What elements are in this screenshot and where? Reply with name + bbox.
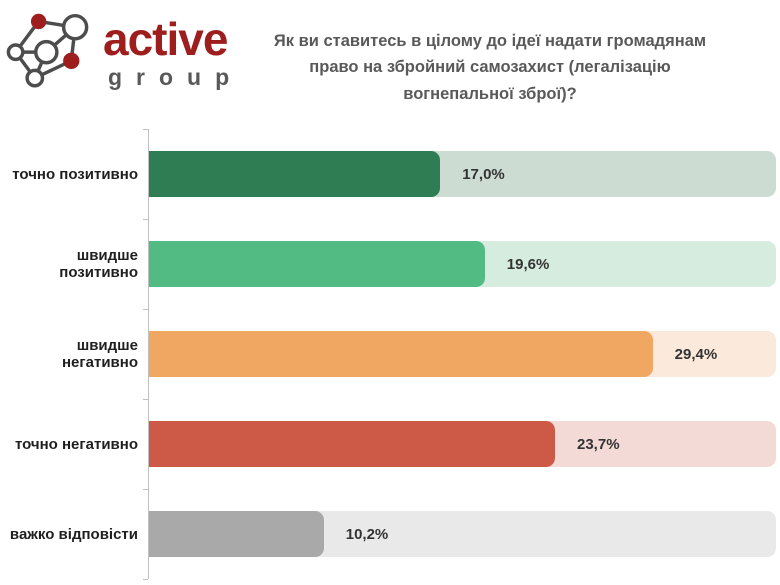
axis-tick	[143, 489, 148, 490]
chart-title: Як ви ставитесь в цілому до ідеї надати …	[245, 28, 735, 107]
bar-fill	[149, 241, 485, 287]
value-label: 19,6%	[506, 255, 550, 273]
bar-chart: точно позитивно 17,0% швидше позитивно 1…	[0, 129, 780, 580]
bar-fill	[149, 331, 653, 377]
logo-brand: active	[103, 13, 228, 65]
axis-tick	[143, 219, 148, 220]
title-line-3: вогнепальної зброї)?	[403, 84, 577, 103]
bar-track: 10,2%	[149, 511, 776, 557]
title-line-2: право на збройний самозахист (легалізаці…	[309, 58, 671, 77]
network-graph-icon	[6, 13, 89, 88]
chart-row: точно позитивно 17,0%	[0, 129, 780, 219]
bar-track: 29,4%	[149, 331, 776, 377]
chart-row: швидше позитивно 19,6%	[0, 219, 780, 309]
bar-fill	[149, 151, 441, 197]
chart-row: важко відповісти 10,2%	[0, 489, 780, 579]
bar-fill	[149, 511, 324, 557]
bar-fill	[149, 421, 555, 467]
category-label: точно позитивно	[12, 165, 138, 183]
axis-tick	[143, 309, 148, 310]
axis-tick	[143, 129, 148, 130]
axis-tick	[143, 399, 148, 400]
category-label: швидше позитивно	[59, 247, 138, 281]
chart-row: швидше негативно 29,4%	[0, 309, 780, 399]
value-label: 23,7%	[577, 435, 620, 453]
category-label: швидше негативно	[61, 337, 138, 371]
bar-track: 17,0%	[149, 151, 776, 197]
category-label: точно негативно	[14, 435, 138, 453]
logo-subtitle: group	[108, 64, 244, 90]
chart-row: точно негативно 23,7%	[0, 399, 780, 489]
category-label: важко відповісти	[9, 525, 138, 543]
y-axis-line	[148, 129, 149, 579]
chart-rows: точно позитивно 17,0% швидше позитивно 1…	[0, 129, 780, 579]
bar-track: 19,6%	[149, 241, 776, 287]
axis-tick	[143, 579, 148, 580]
bar-track: 23,7%	[149, 421, 776, 467]
title-line-1: Як ви ставитесь в цілому до ідеї надати …	[273, 32, 707, 50]
value-label: 29,4%	[674, 345, 718, 363]
value-label: 10,2%	[345, 525, 389, 543]
value-label: 17,0%	[462, 165, 505, 183]
logo: active group	[6, 6, 256, 110]
